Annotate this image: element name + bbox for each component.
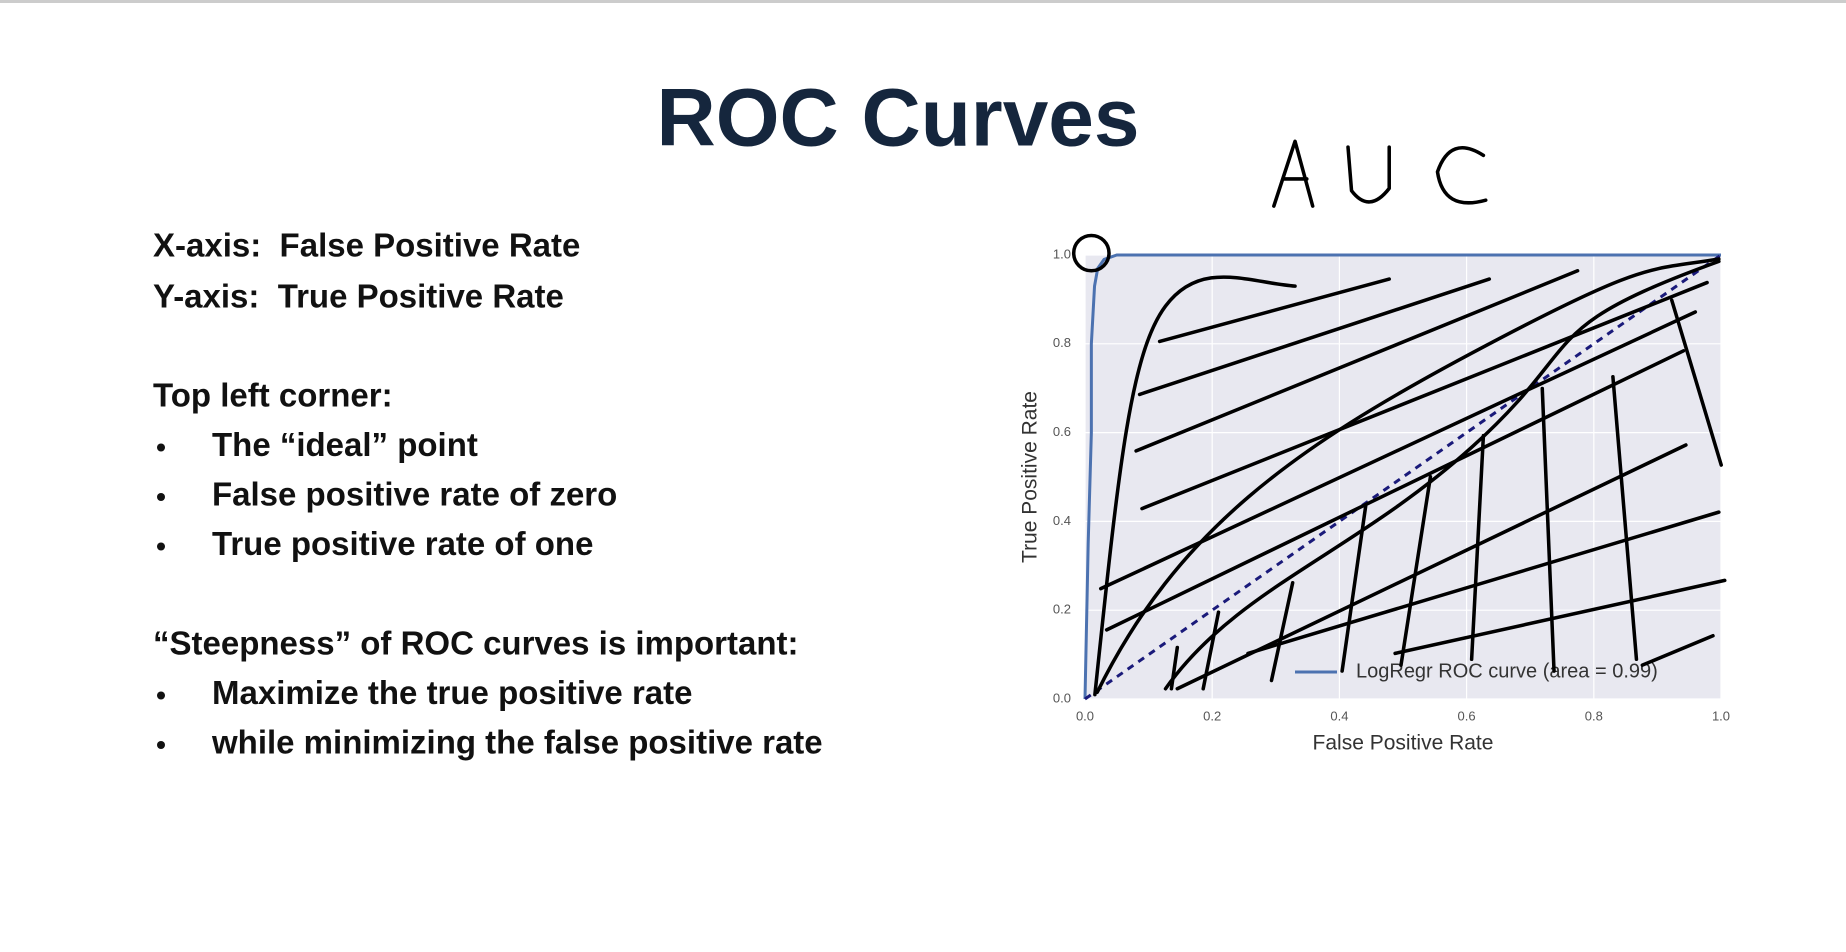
x-tick-label: 0.8 (1585, 708, 1603, 723)
bullet: The “ideal” point (212, 426, 478, 463)
legend-label: LogRegr ROC curve (area = 0.99) (1356, 660, 1658, 682)
y-tick-label: 0.2 (1053, 602, 1071, 617)
y-axis-label: True Positive Rate (1019, 391, 1042, 563)
slide-body: X-axis: False Positive Rate Y-axis: True … (153, 227, 823, 761)
y-tick-label: 1.0 (1053, 246, 1071, 261)
axis-line: Y-axis: True Positive Rate (153, 278, 564, 315)
section-heading: “Steepness” of ROC curves is important: (153, 625, 798, 662)
slide-title: ROC Curves (656, 73, 1139, 164)
y-tick-label: 0.0 (1053, 690, 1071, 705)
axis-line: X-axis: False Positive Rate (153, 227, 580, 264)
handwriting (1071, 139, 1727, 697)
bullet: while minimizing the false positive rate (211, 724, 823, 761)
bullet: Maximize the true positive rate (212, 674, 692, 711)
y-tick-label: 0.4 (1053, 513, 1071, 528)
bullet-dot (157, 493, 165, 501)
bullet-dot (157, 443, 165, 452)
y-tick-label: 0.6 (1053, 424, 1071, 439)
x-axis-label: False Positive Rate (1313, 732, 1494, 755)
bullet: False positive rate of zero (212, 476, 617, 513)
x-tick-label: 1.0 (1712, 708, 1730, 723)
annotation: AUC (1381, 174, 1383, 177)
chart: 0.0 0.2 0.4 0.6 0.8 1.0 0.0 0.2 0.4 0.6 0.8 1.0 Fals… (1019, 246, 1730, 754)
top-border (0, 0, 1846, 3)
bullet-dot (157, 741, 165, 749)
bullet: True positive rate of one (212, 525, 593, 562)
x-tick-label: 0.4 (1330, 708, 1348, 723)
bullet-dot (157, 691, 165, 700)
x-tick-label: 0.6 (1458, 708, 1476, 723)
y-tick-label: 0.8 (1053, 335, 1071, 350)
series-line (1083, 253, 1721, 700)
x-tick-label: 0.2 (1203, 708, 1221, 723)
plot-background (1085, 255, 1721, 699)
x-tick-label: 0.0 (1076, 708, 1094, 723)
bullet-dot (157, 542, 165, 551)
section-heading: Top left corner: (153, 377, 393, 414)
